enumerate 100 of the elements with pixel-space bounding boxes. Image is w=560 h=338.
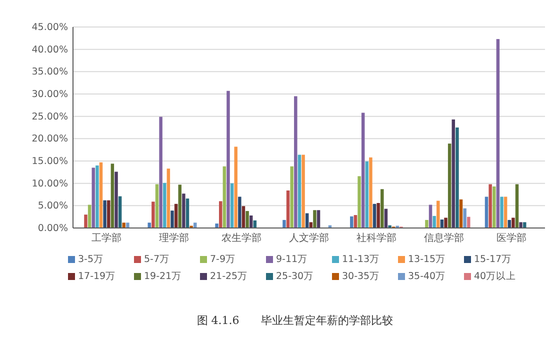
bar [467, 216, 470, 228]
x-tick-label: 人文学部 [289, 232, 329, 244]
y-tick-label: 0.00% [38, 223, 68, 234]
bar [238, 196, 242, 228]
bar [376, 202, 380, 228]
bar [463, 208, 466, 228]
bar [234, 146, 238, 228]
legend-label: 5-7万 [144, 254, 170, 265]
bar [444, 218, 448, 228]
bar [452, 119, 456, 228]
legend-label: 19-21万 [144, 271, 182, 282]
bar [215, 224, 218, 228]
legend-label: 3-5万 [78, 254, 104, 265]
bar [126, 222, 130, 228]
bar [99, 162, 103, 228]
bar [484, 196, 488, 228]
bar [118, 196, 122, 228]
bar [436, 200, 440, 228]
legend-label: 9-11万 [276, 254, 308, 265]
bar [432, 216, 436, 228]
legend-label: 25-30万 [276, 271, 314, 282]
bar [226, 90, 230, 228]
bar [492, 186, 496, 228]
bar [103, 200, 106, 228]
y-tick-label: 40.00% [32, 44, 68, 56]
legend-label: 15-17万 [474, 254, 512, 265]
bar [302, 154, 305, 228]
bar [122, 222, 126, 228]
bar [425, 220, 428, 228]
bar [456, 128, 459, 228]
bar [298, 154, 302, 228]
bar [350, 216, 354, 228]
bar [448, 144, 452, 228]
bar [286, 190, 290, 228]
bar [496, 39, 500, 228]
bar [282, 220, 286, 228]
legend-label: 35-40万 [408, 271, 446, 282]
text: 图 4.1.6 毕业生暂定年薪的学部比较 [196, 314, 394, 327]
y-tick-label: 10.00% [32, 178, 68, 190]
bar [515, 184, 519, 228]
bar [152, 202, 155, 228]
bar [313, 210, 316, 228]
legend-label: 30-35万 [342, 271, 380, 282]
bar [170, 210, 174, 228]
legend-label: 7-9万 [210, 254, 236, 265]
bar [519, 222, 522, 228]
bar [88, 204, 92, 228]
x-tick-label: 理学部 [159, 232, 190, 244]
bar [242, 206, 246, 228]
x-tick-label: 信息学部 [424, 232, 464, 244]
legend-label: 11-13万 [342, 254, 380, 265]
bar [178, 184, 182, 228]
bar [155, 184, 159, 228]
bar [174, 204, 178, 228]
bar [372, 204, 376, 228]
bar [459, 199, 463, 228]
legend-label: 13-15万 [408, 254, 446, 265]
legend-label: 21-25万 [210, 271, 248, 282]
bar [361, 112, 365, 228]
x-tick-label: 农生学部 [222, 232, 262, 244]
bar [148, 222, 151, 228]
bar [290, 166, 294, 228]
legend-label: 40万以上 [474, 270, 516, 282]
bar [358, 176, 361, 228]
x-tick-label: 医学部 [496, 232, 526, 244]
bar [92, 168, 95, 228]
y-tick-label: 30.00% [32, 89, 68, 100]
bar [96, 165, 99, 228]
bar [166, 168, 170, 228]
x-tick-label: 社科学部 [356, 232, 396, 244]
bar [218, 201, 222, 228]
bar [512, 218, 515, 228]
y-tick-label: 45.00% [32, 22, 68, 34]
bar [186, 198, 190, 228]
bar [369, 157, 372, 228]
bar [182, 194, 186, 228]
legend-label: 17-19万 [78, 271, 116, 282]
y-tick-label: 35.00% [32, 66, 68, 78]
bar [162, 182, 166, 228]
bar [84, 214, 88, 228]
y-tick-label: 5.00% [38, 200, 68, 212]
bar [246, 211, 249, 228]
bar [488, 184, 492, 228]
bar [114, 172, 118, 228]
bar [504, 196, 508, 228]
y-tick-label: 20.00% [32, 134, 68, 145]
bar [110, 164, 114, 228]
bar [222, 166, 226, 228]
bar [107, 200, 110, 228]
bar [316, 210, 320, 228]
bar [294, 96, 298, 228]
y-tick-label: 25.00% [32, 111, 68, 122]
bar [159, 116, 162, 228]
bar [365, 161, 369, 228]
bar [428, 204, 432, 228]
bar [380, 189, 384, 228]
y-tick-label: 15.00% [32, 156, 68, 168]
bar [500, 196, 504, 228]
x-tick-label: 工学部 [92, 232, 122, 244]
bar [230, 183, 234, 228]
